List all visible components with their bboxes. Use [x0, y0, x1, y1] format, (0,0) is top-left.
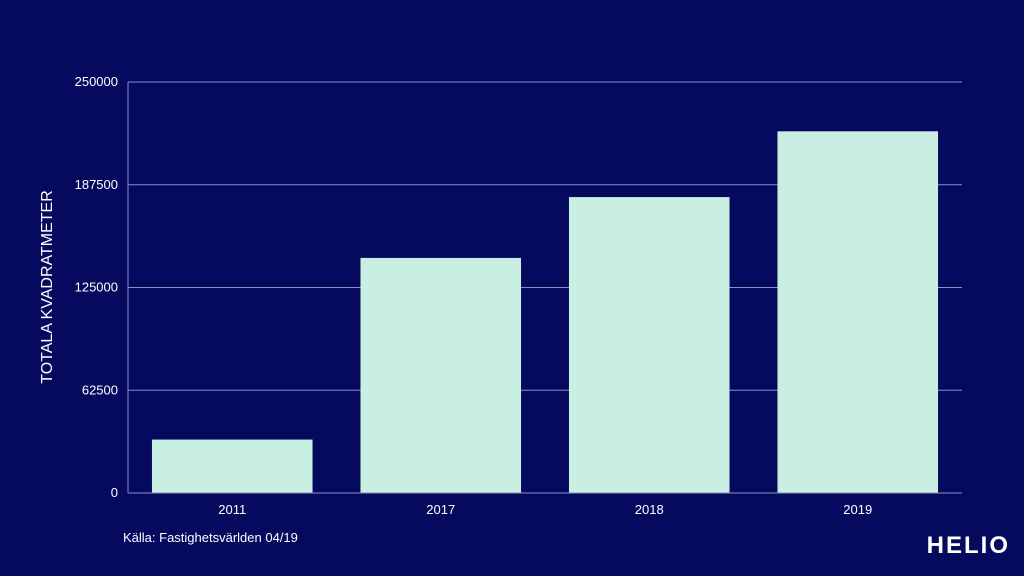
helio-logo: HELIO	[926, 532, 1010, 559]
y-axis-label: TOTALA KVADRATMETER	[39, 190, 56, 384]
y-tick-label: 250000	[75, 74, 118, 89]
y-tick-label: 187500	[75, 177, 118, 192]
bar-2011	[151, 439, 313, 493]
y-tick-label: 0	[111, 485, 118, 500]
x-tick-label: 2017	[426, 502, 455, 517]
y-tick-label: 62500	[82, 382, 118, 397]
x-tick-label: 2018	[635, 502, 664, 517]
source-note: Källa: Fastighetsvärlden 04/19	[123, 530, 298, 545]
bar-2017	[360, 257, 522, 493]
bar-2019	[777, 131, 939, 493]
bar-2018	[568, 197, 730, 493]
y-tick-label: 125000	[75, 280, 118, 295]
x-tick-label: 2019	[843, 502, 872, 517]
x-tick-label: 2011	[218, 502, 246, 517]
